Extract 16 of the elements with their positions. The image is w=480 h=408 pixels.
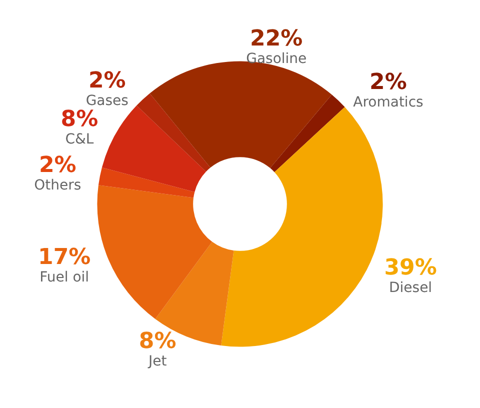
data-label: 2% [38,153,76,178]
slice-label: Gases [86,92,128,109]
data-label: 39% [384,256,437,281]
slice-label: Gasoline [246,51,307,68]
data-label: 17% [38,244,91,270]
data-label: 22% [250,26,303,52]
data-label: 2% [88,68,126,94]
slice-label: Jet [147,353,168,370]
data-label: 8% [138,328,176,354]
data-label: 2% [370,70,407,95]
slice-label: Aromatics [353,94,424,110]
data-label: 8% [60,107,98,132]
slice-label: Others [34,178,82,194]
slice-label: Diesel [388,280,432,296]
slice-label: C&L [65,132,94,148]
slice-label: Fuel oil [40,269,90,286]
